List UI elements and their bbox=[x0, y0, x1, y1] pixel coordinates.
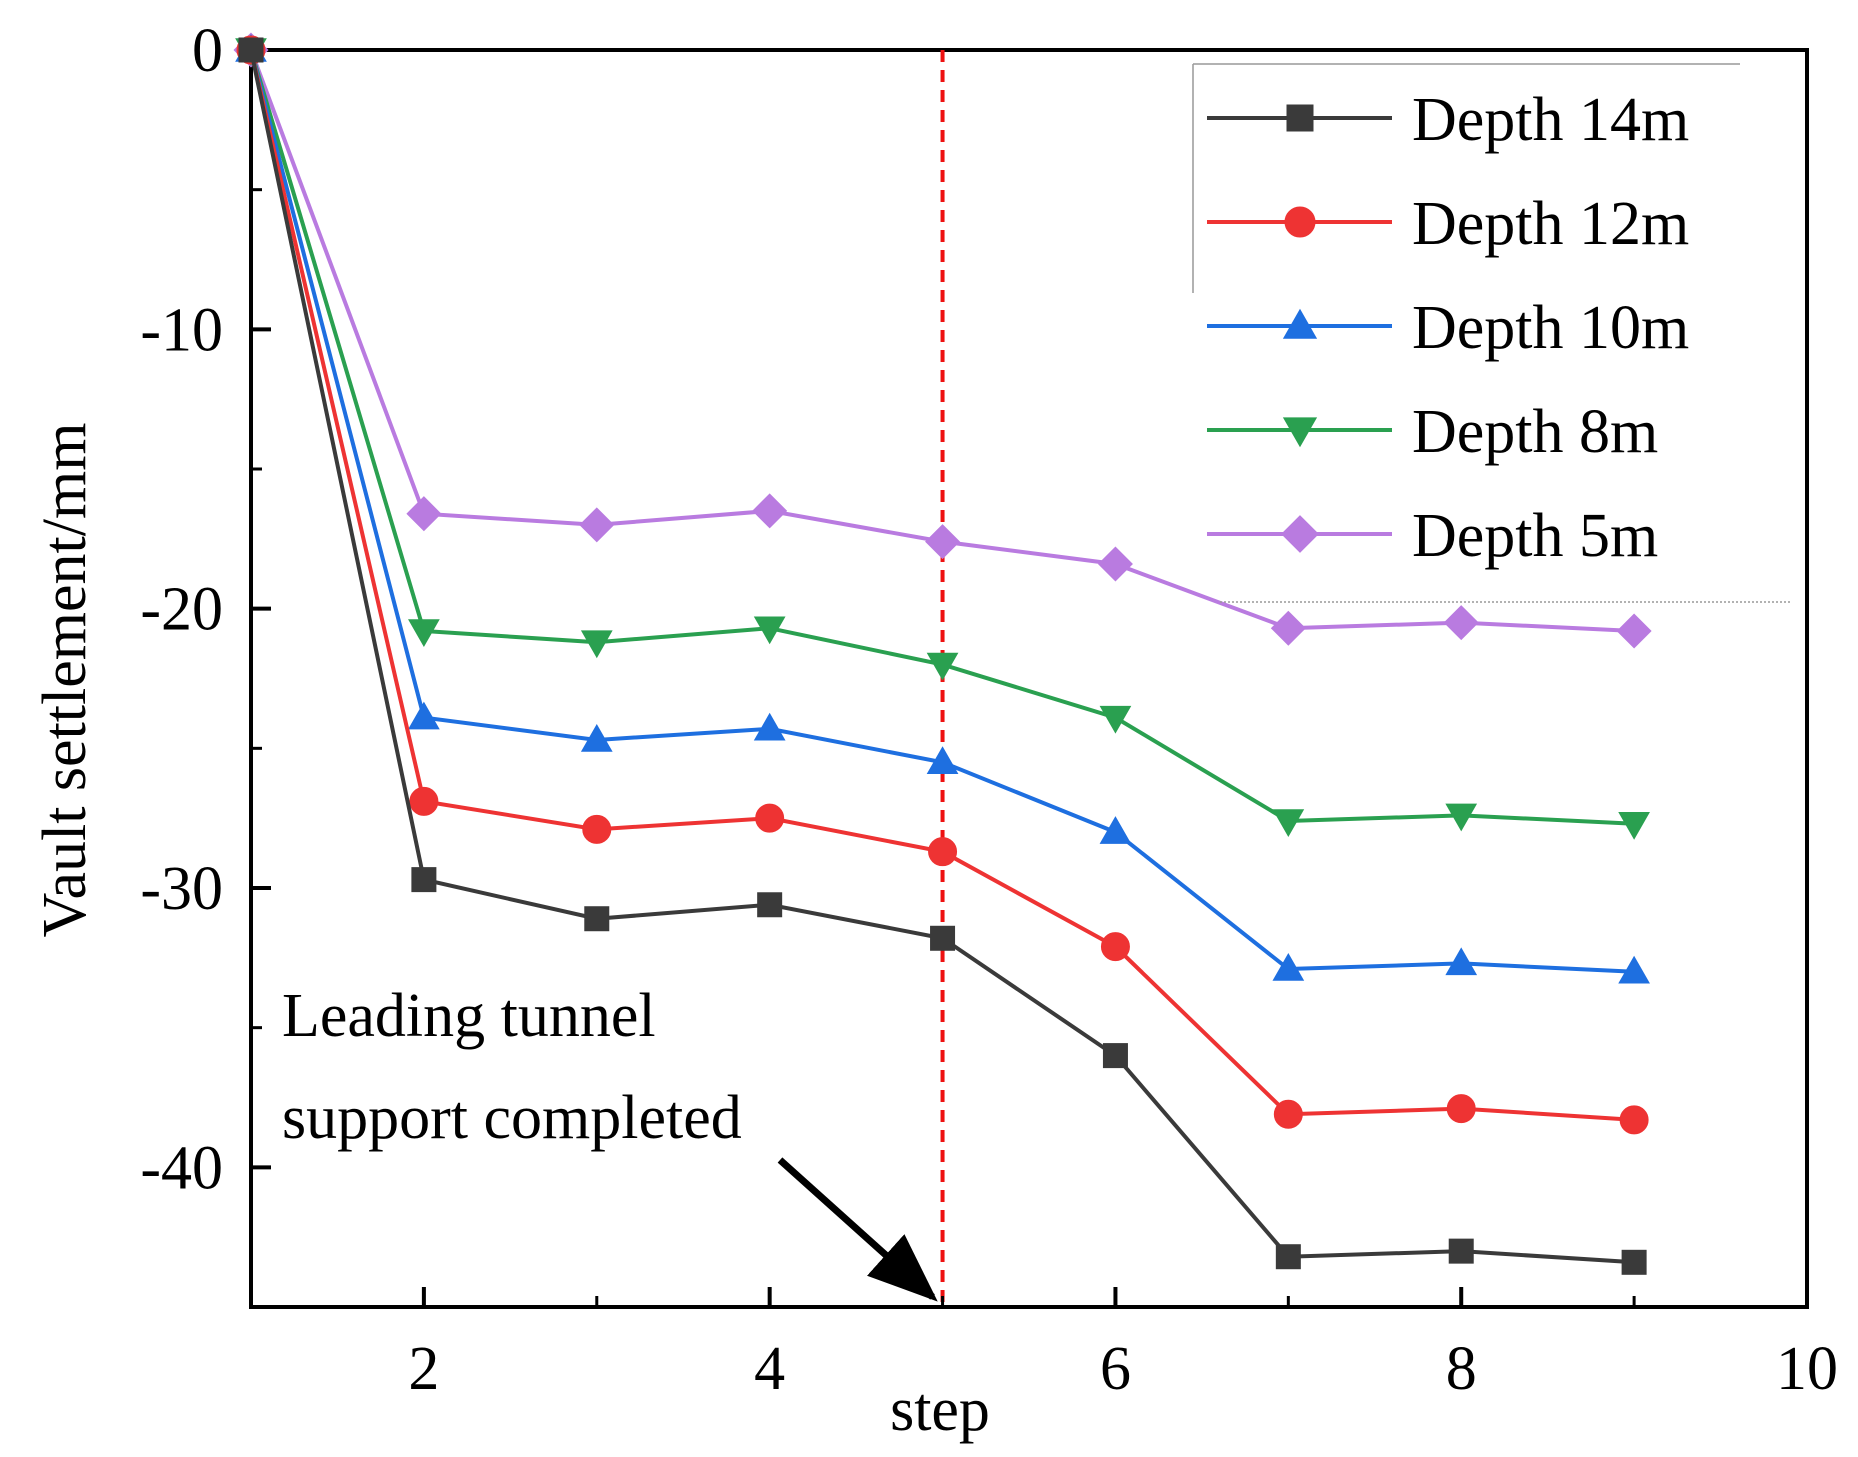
data-point bbox=[1618, 812, 1650, 840]
data-point bbox=[1286, 104, 1314, 132]
y-tick-label: -20 bbox=[140, 576, 223, 644]
x-tick-label: 6 bbox=[1100, 1335, 1131, 1403]
data-point bbox=[1099, 705, 1132, 734]
data-point bbox=[408, 619, 440, 648]
data-point bbox=[1282, 417, 1318, 448]
data-point bbox=[1100, 932, 1130, 962]
legend-item: Depth 12m bbox=[1207, 190, 1689, 258]
data-point bbox=[238, 37, 264, 63]
legend-label: Depth 5m bbox=[1412, 502, 1658, 570]
data-point bbox=[580, 630, 613, 659]
data-point bbox=[1446, 1094, 1476, 1124]
legend-item: Depth 5m bbox=[1207, 502, 1658, 570]
legend-label: Depth 8m bbox=[1412, 398, 1658, 466]
data-point bbox=[584, 906, 610, 932]
annotation-line-2: support completed bbox=[282, 1084, 742, 1152]
annotation-arrow bbox=[777, 1157, 938, 1302]
y-tick-label: 0 bbox=[192, 17, 223, 85]
data-point bbox=[930, 925, 956, 951]
x-axis: 2 4 6 8 10 bbox=[408, 1287, 1838, 1403]
x-tick-label: 4 bbox=[754, 1335, 785, 1403]
data-point bbox=[753, 616, 786, 645]
y-axis-label: Vault settlement/mm bbox=[31, 423, 99, 938]
data-point bbox=[1616, 613, 1652, 649]
data-point bbox=[1282, 308, 1318, 339]
data-point bbox=[1448, 1238, 1474, 1264]
data-point bbox=[925, 524, 961, 560]
legend-item: Depth 10m bbox=[1207, 294, 1689, 362]
series-depth-14m bbox=[238, 37, 1647, 1275]
y-axis: 0 -10 -20 -30 -40 bbox=[140, 17, 271, 1202]
legend-item: Depth 14m bbox=[1207, 86, 1689, 154]
data-point bbox=[928, 837, 958, 867]
data-point bbox=[1102, 1043, 1128, 1069]
data-point bbox=[1281, 515, 1319, 553]
data-point bbox=[1443, 605, 1479, 641]
data-point bbox=[580, 723, 613, 752]
data-point bbox=[1270, 610, 1306, 646]
data-point bbox=[926, 652, 959, 681]
legend-label: Depth 10m bbox=[1412, 294, 1689, 362]
data-point bbox=[408, 701, 440, 730]
plot-frame bbox=[249, 48, 1809, 1309]
data-point bbox=[1445, 947, 1478, 976]
annotation: Leading tunnel support completed bbox=[282, 982, 938, 1302]
data-point bbox=[926, 746, 959, 775]
annotation-line-1: Leading tunnel bbox=[282, 982, 656, 1050]
data-point bbox=[406, 496, 442, 532]
data-point bbox=[1621, 1249, 1647, 1275]
legend-label: Depth 14m bbox=[1412, 86, 1689, 154]
x-tick-label: 2 bbox=[408, 1335, 439, 1403]
data-point bbox=[1272, 952, 1305, 981]
data-point bbox=[1275, 1244, 1301, 1270]
data-point bbox=[1272, 809, 1305, 837]
data-point bbox=[409, 786, 439, 816]
x-tick-label: 8 bbox=[1446, 1335, 1477, 1403]
data-point bbox=[757, 892, 783, 918]
x-axis-label: step bbox=[890, 1376, 990, 1444]
data-point bbox=[1445, 803, 1478, 832]
y-tick-label: -40 bbox=[140, 1134, 223, 1202]
data-point bbox=[1284, 206, 1316, 238]
data-point bbox=[579, 507, 615, 543]
series-layer bbox=[233, 32, 1652, 1275]
x-tick-label: 10 bbox=[1776, 1335, 1838, 1403]
data-point bbox=[752, 493, 788, 529]
legend-label: Depth 12m bbox=[1412, 190, 1689, 258]
legend: Depth 14m Depth 12m Depth 10m Depth 8m Depth… bbox=[1192, 63, 1790, 603]
series-depth-5m bbox=[233, 32, 1652, 649]
data-point bbox=[582, 814, 612, 844]
data-point bbox=[1097, 546, 1133, 582]
y-tick-label: -10 bbox=[140, 296, 223, 364]
data-point bbox=[753, 712, 786, 741]
data-point bbox=[755, 803, 785, 833]
series-depth-12m bbox=[236, 35, 1649, 1135]
data-point bbox=[1618, 955, 1650, 984]
data-point bbox=[1273, 1099, 1303, 1129]
legend-item: Depth 8m bbox=[1207, 398, 1658, 466]
y-tick-label: -30 bbox=[140, 855, 223, 923]
data-point bbox=[1619, 1105, 1649, 1135]
data-point bbox=[411, 867, 437, 893]
data-point bbox=[1099, 816, 1132, 844]
